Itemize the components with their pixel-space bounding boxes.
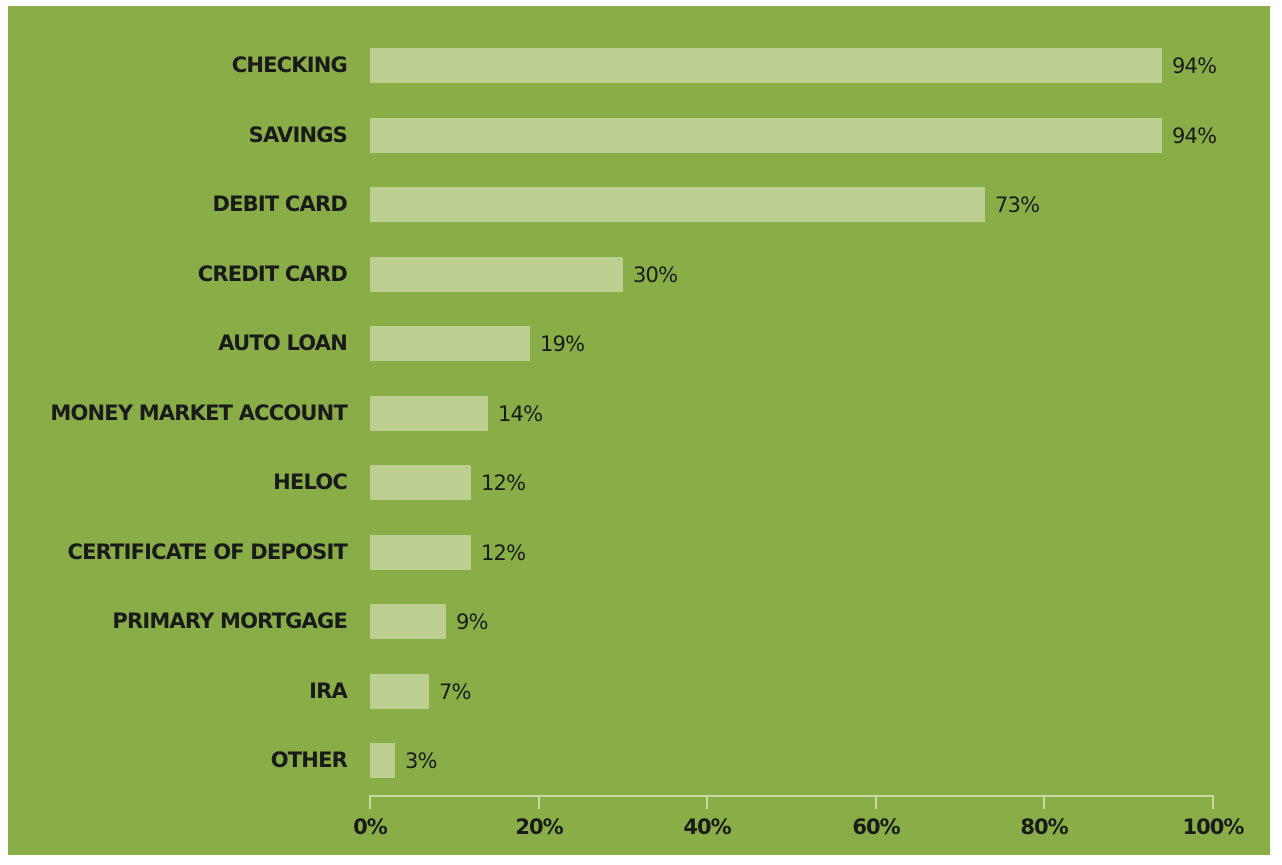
bar: [370, 604, 446, 639]
category-label: AUTO LOAN: [218, 331, 348, 355]
value-label: 30%: [633, 263, 678, 287]
category-label: SAVINGS: [248, 123, 348, 147]
bar: [370, 743, 395, 778]
category-label: IRA: [309, 679, 348, 703]
bar: [370, 535, 471, 570]
bar: [370, 465, 471, 500]
x-axis-tick-label: 80%: [1020, 815, 1068, 839]
value-label: 14%: [498, 402, 543, 426]
category-label: DEBIT CARD: [212, 192, 348, 216]
category-label: CREDIT CARD: [197, 262, 348, 286]
category-label: MONEY MARKET ACCOUNT: [50, 401, 347, 425]
bar: [370, 257, 623, 292]
x-axis-tick: [1043, 795, 1045, 809]
bar: [370, 674, 429, 709]
bar: [370, 187, 985, 222]
x-axis-tick-label: 60%: [852, 815, 900, 839]
category-label: HELOC: [273, 470, 348, 494]
x-axis-tick: [1212, 795, 1214, 809]
bar: [370, 48, 1162, 83]
value-label: 3%: [405, 749, 438, 773]
x-axis-tick: [369, 795, 371, 809]
category-label: OTHER: [270, 748, 348, 772]
x-axis-tick: [706, 795, 708, 809]
value-label: 94%: [1172, 124, 1217, 148]
x-axis-tick-label: 40%: [683, 815, 731, 839]
value-label: 9%: [456, 610, 489, 634]
x-axis-tick: [875, 795, 877, 809]
value-label: 94%: [1172, 54, 1217, 78]
category-label: CERTIFICATE OF DEPOSIT: [67, 540, 348, 564]
value-label: 73%: [995, 193, 1040, 217]
value-label: 7%: [439, 680, 472, 704]
x-axis-tick-label: 100%: [1182, 815, 1245, 839]
x-axis-tick-label: 0%: [353, 815, 388, 839]
value-label: 12%: [481, 471, 526, 495]
bar: [370, 118, 1162, 153]
x-axis-tick-label: 20%: [515, 815, 563, 839]
x-axis-tick: [538, 795, 540, 809]
value-label: 12%: [481, 541, 526, 565]
category-label: CHECKING: [231, 53, 348, 77]
x-axis-line: [370, 795, 1213, 797]
category-label: PRIMARY MORTGAGE: [112, 609, 347, 633]
bar: [370, 396, 488, 431]
value-label: 19%: [540, 332, 585, 356]
bar: [370, 326, 530, 361]
